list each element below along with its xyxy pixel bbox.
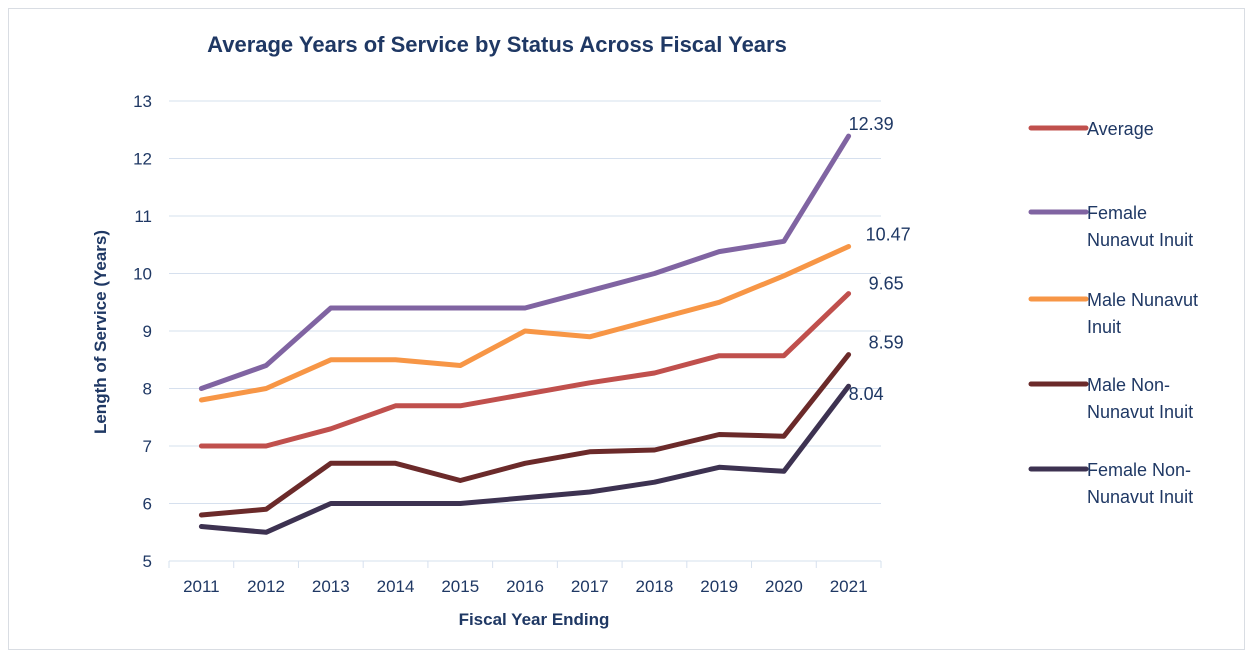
x-tick-label: 2016 [506, 577, 544, 596]
data-labels: 9.65 12.39 10.47 8.59 8.04 [849, 114, 911, 404]
x-axis-ticks: 2011 2012 2013 2014 2015 2016 2017 2018 2019 2020… [168, 560, 882, 596]
series-line [198, 133, 852, 391]
x-tick-label: 2021 [830, 577, 868, 596]
x-tick-label: 2014 [377, 577, 415, 596]
x-tick-label: 2017 [571, 577, 609, 596]
legend-label: Nunavut Inuit [1087, 402, 1193, 422]
x-tick-label: 2011 [183, 577, 220, 596]
y-tick-label: 12 [133, 150, 152, 169]
y-axis-label: Length of Service (Years) [91, 230, 110, 434]
legend-label: Female [1087, 203, 1147, 223]
x-tick-label: 2019 [700, 577, 738, 596]
series-lines [198, 133, 852, 535]
series-line [198, 352, 852, 518]
series-line [198, 244, 852, 403]
legend-label: Nunavut Inuit [1087, 487, 1193, 507]
legend-label: Nunavut Inuit [1087, 230, 1193, 250]
x-tick-label: 2015 [441, 577, 479, 596]
legend-label: Male Nunavut [1087, 290, 1198, 310]
series-line [198, 291, 852, 449]
x-tick-label: 2013 [312, 577, 350, 596]
series-line [198, 383, 852, 535]
x-tick-label: 2012 [247, 577, 285, 596]
x-axis-label: Fiscal Year Ending [459, 610, 610, 629]
legend-label: Female Non- [1087, 460, 1191, 480]
line-chart: Average Years of Service by Status Acros… [91, 32, 1198, 629]
chart-frame: Average Years of Service by Status Acros… [8, 8, 1245, 650]
legend-label: Inuit [1087, 317, 1121, 337]
data-label: 10.47 [866, 224, 911, 244]
y-tick-label: 7 [143, 437, 152, 456]
legend-label: Male Non- [1087, 375, 1170, 395]
data-label: 9.65 [869, 274, 904, 294]
legend-label: Average [1087, 119, 1154, 139]
y-tick-label: 6 [143, 495, 152, 514]
chart-title: Average Years of Service by Status Acros… [207, 32, 787, 57]
y-tick-label: 13 [133, 92, 152, 111]
x-tick-label: 2018 [636, 577, 674, 596]
x-tick-label: 2020 [765, 577, 803, 596]
y-tick-label: 11 [134, 207, 152, 226]
data-label: 12.39 [849, 114, 894, 134]
y-tick-label: 9 [143, 322, 152, 341]
legend: Average Female Nunavut Inuit Male Nunavut In… [1028, 119, 1198, 507]
y-tick-label: 8 [143, 380, 152, 399]
data-label: 8.04 [849, 384, 884, 404]
y-tick-label: 5 [143, 552, 152, 571]
y-tick-label: 10 [133, 265, 152, 284]
data-label: 8.59 [869, 333, 904, 353]
y-axis-ticks: 5 6 7 8 9 10 11 12 13 [133, 92, 152, 571]
